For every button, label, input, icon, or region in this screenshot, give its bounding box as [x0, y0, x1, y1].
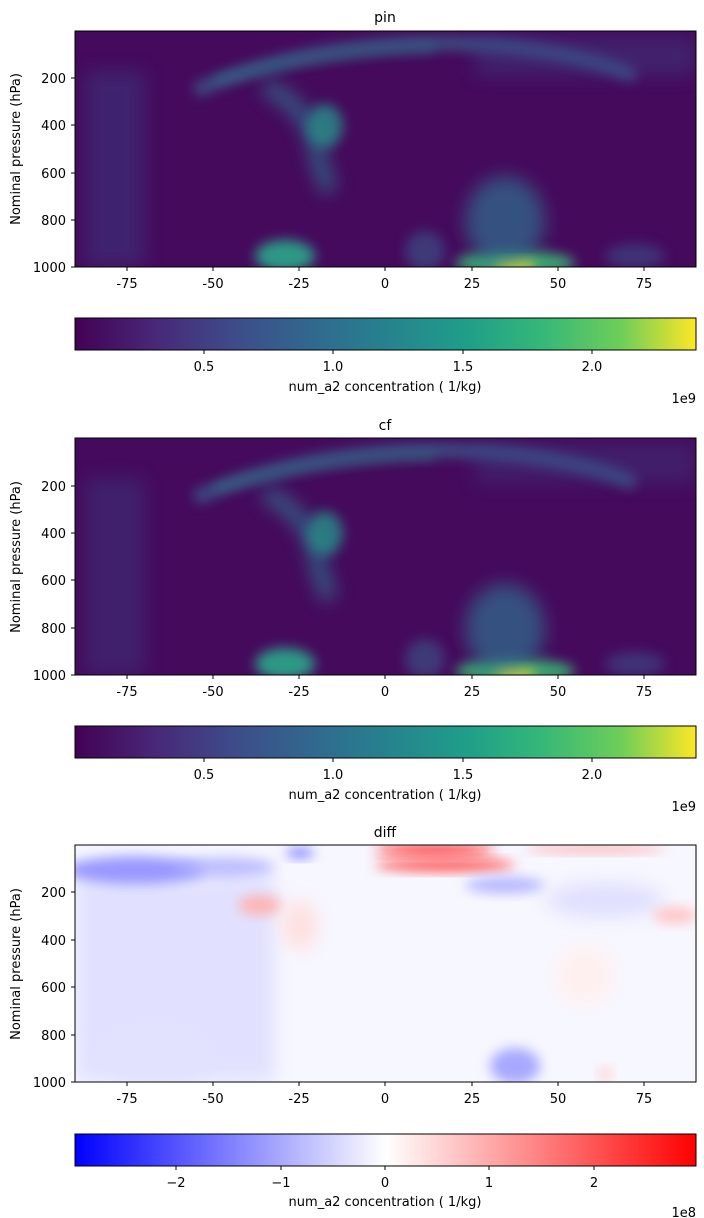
heatmap-area — [74, 437, 697, 676]
colorbar-tick-label: 2 — [590, 1176, 598, 1191]
x-tick-label: 25 — [464, 277, 481, 292]
colorbar: 0.5 1.0 1.5 2.0 num_a2 concentration ( 1… — [74, 317, 697, 407]
panel-diff: diff — [9, 825, 697, 1218]
y-tick-label: 200 — [41, 886, 66, 901]
y-tick-label: 400 — [41, 119, 66, 134]
colorbar-offset: 1e9 — [671, 392, 696, 407]
x-tick-label: 0 — [381, 277, 389, 292]
x-tick-label: -25 — [288, 1092, 309, 1107]
x-tick-label: -75 — [116, 277, 137, 292]
panel-title: cf — [379, 418, 393, 434]
x-axis: -75 -50 -25 0 25 50 75 — [116, 1082, 652, 1107]
x-tick-label: -75 — [116, 685, 137, 700]
y-axis-label: Nominal pressure (hPa) — [9, 73, 24, 225]
x-axis: -75 -50 -25 0 25 50 75 — [116, 267, 652, 292]
y-axis-label: Nominal pressure (hPa) — [9, 481, 24, 633]
colorbar-tick-label: 1 — [485, 1176, 493, 1191]
y-tick-label: 600 — [41, 167, 66, 182]
y-tick-label: 600 — [41, 981, 66, 996]
x-tick-label: -50 — [202, 685, 223, 700]
panel-title: pin — [374, 10, 396, 26]
colorbar-offset: 1e9 — [671, 800, 696, 815]
colorbar-tick-label: 2.0 — [582, 360, 603, 375]
y-tick-label: 800 — [41, 622, 66, 637]
y-tick-label: 600 — [41, 574, 66, 589]
colorbar: −2 −1 0 1 2 num_a2 concentration ( 1/kg)… — [74, 1133, 697, 1218]
y-tick-label: 400 — [41, 527, 66, 542]
y-axis-label: Nominal pressure (hPa) — [9, 888, 24, 1040]
colorbar-tick-label: 1.0 — [323, 360, 344, 375]
colorbar-label: num_a2 concentration ( 1/kg) — [289, 380, 482, 395]
heatmap-area — [74, 30, 697, 268]
x-tick-label: -75 — [116, 1092, 137, 1107]
y-tick-label: 800 — [41, 1029, 66, 1044]
x-tick-label: 75 — [636, 1092, 653, 1107]
y-tick-label: 200 — [41, 72, 66, 87]
x-axis: -75 -50 -25 0 25 50 75 — [116, 675, 652, 700]
colorbar-tick-label: 2.0 — [582, 768, 603, 783]
panel-cf: cf 200 — [9, 418, 697, 815]
colorbar-label: num_a2 concentration ( 1/kg) — [289, 1195, 482, 1210]
x-tick-label: -50 — [202, 1092, 223, 1107]
x-tick-label: 0 — [381, 1092, 389, 1107]
colorbar-offset: 1e8 — [671, 1206, 696, 1218]
y-axis: 200 400 600 800 1000 Nominal pressure (h… — [9, 72, 75, 276]
y-tick-label: 1000 — [33, 261, 66, 276]
colorbar-tick-label: 1.0 — [323, 768, 344, 783]
panel-pin: pin — [9, 10, 697, 407]
heatmap-area — [74, 844, 697, 1083]
colorbar-tick-label: −1 — [271, 1176, 290, 1191]
y-axis: 200 400 600 800 1000 Nominal pressure (h… — [9, 886, 75, 1091]
y-tick-label: 1000 — [33, 1076, 66, 1091]
colorbar-tick-label: 0.5 — [194, 360, 215, 375]
x-tick-label: -50 — [202, 277, 223, 292]
colorbar-tick-label: 0.5 — [194, 768, 215, 783]
colorbar-tick-label: 1.5 — [453, 768, 474, 783]
colorbar-tick-label: −2 — [166, 1176, 185, 1191]
panel-title: diff — [374, 825, 397, 841]
x-tick-label: 50 — [550, 277, 567, 292]
y-tick-label: 800 — [41, 214, 66, 229]
y-tick-label: 400 — [41, 934, 66, 949]
y-axis: 200 400 600 800 1000 Nominal pressure (h… — [9, 480, 75, 684]
colorbar-tick-label: 1.5 — [453, 360, 474, 375]
colorbar: 0.5 1.0 1.5 2.0 num_a2 concentration ( 1… — [74, 725, 697, 815]
colorbar-tick-label: 0 — [381, 1176, 389, 1191]
x-tick-label: 0 — [381, 685, 389, 700]
x-tick-label: -25 — [288, 685, 309, 700]
x-tick-label: -25 — [288, 277, 309, 292]
x-tick-label: 75 — [636, 277, 653, 292]
x-tick-label: 75 — [636, 685, 653, 700]
y-tick-label: 200 — [41, 480, 66, 495]
y-tick-label: 1000 — [33, 669, 66, 684]
x-tick-label: 50 — [550, 685, 567, 700]
colorbar-label: num_a2 concentration ( 1/kg) — [289, 788, 482, 803]
x-tick-label: 50 — [550, 1092, 567, 1107]
x-tick-label: 25 — [464, 1092, 481, 1107]
x-tick-label: 25 — [464, 685, 481, 700]
